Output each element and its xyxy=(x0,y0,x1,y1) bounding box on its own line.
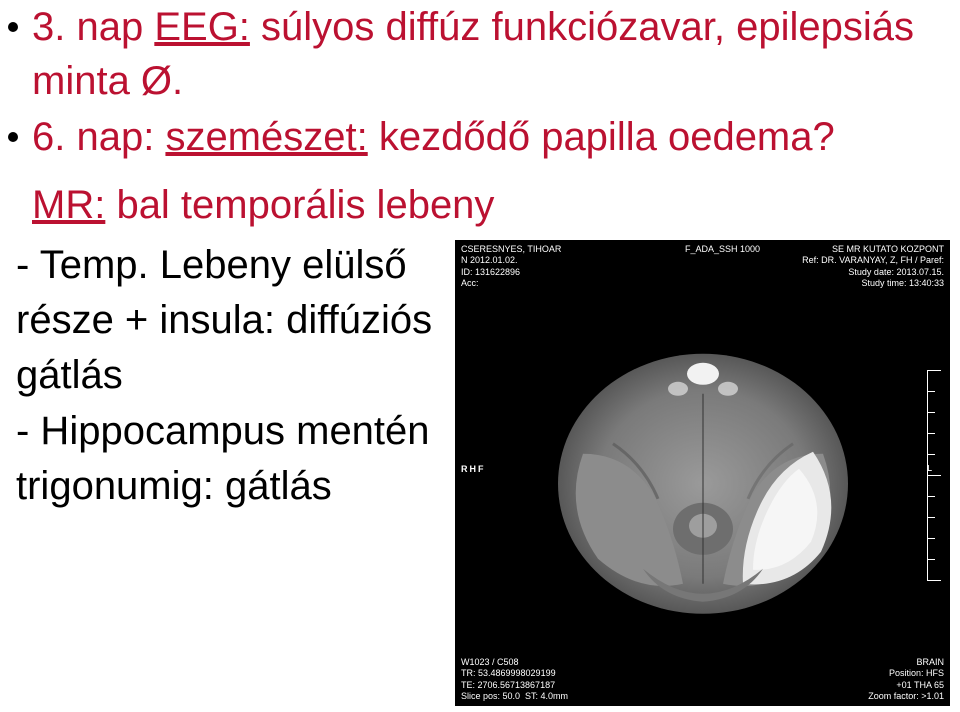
text-segment: 6. nap: xyxy=(32,115,165,159)
bullet-text: 3. nap EEG: súlyos diffúz funkciózavar, … xyxy=(32,0,948,108)
text-segment-underline: EEG: xyxy=(154,5,250,49)
bullet-text: 6. nap: szemészet: kezdődő papilla oedem… xyxy=(32,110,835,164)
text-segment-underline: szemészet: xyxy=(165,115,367,159)
brain-image xyxy=(543,334,863,624)
scan-meta-top-center: F_ADA_SSH 1000 xyxy=(685,244,760,255)
scan-side-left: RHF xyxy=(461,464,486,475)
mri-scan: CSERESNYES, TIHOAR N 2012.01.02. ID: 131… xyxy=(455,240,950,706)
scan-meta-top-left: CSERESNYES, TIHOAR N 2012.01.02. ID: 131… xyxy=(461,244,561,289)
scan-meta-top-right: SE MR KUTATO KOZPONT Ref: DR. VARANYAY, … xyxy=(802,244,944,289)
slide: 3. nap EEG: súlyos diffúz funkciózavar, … xyxy=(0,0,960,712)
text-segment: kezdődő papilla oedema? xyxy=(368,115,835,159)
sub-block: - Temp. Lebeny elülső része + insula: di… xyxy=(16,238,446,514)
bullet-item: 3. nap EEG: súlyos diffúz funkciózavar, … xyxy=(8,0,948,108)
bullet-item: 6. nap: szemészet: kezdődő papilla oedem… xyxy=(8,110,948,164)
bullet-list: 3. nap EEG: súlyos diffúz funkciózavar, … xyxy=(8,0,948,166)
sub-item: - Hippocampus mentén trigonumig: gátlás xyxy=(16,404,446,514)
scan-meta-bottom-right: BRAIN Position: HFS +01 THA 65 Zoom fact… xyxy=(868,657,944,702)
text-segment: bal temporális lebeny xyxy=(105,183,494,227)
text-segment: 3. nap xyxy=(32,5,154,49)
sub-item: - Temp. Lebeny elülső része + insula: di… xyxy=(16,238,446,404)
bullet-marker xyxy=(8,132,18,142)
text-segment-underline: MR: xyxy=(32,183,105,227)
bullet-marker xyxy=(8,22,18,32)
scan-meta-bottom-left: W1023 / C508 TR: 53.4869998029199 TE: 27… xyxy=(461,657,568,702)
scan-ruler xyxy=(927,370,942,580)
mr-line: MR: bal temporális lebeny xyxy=(32,178,494,232)
